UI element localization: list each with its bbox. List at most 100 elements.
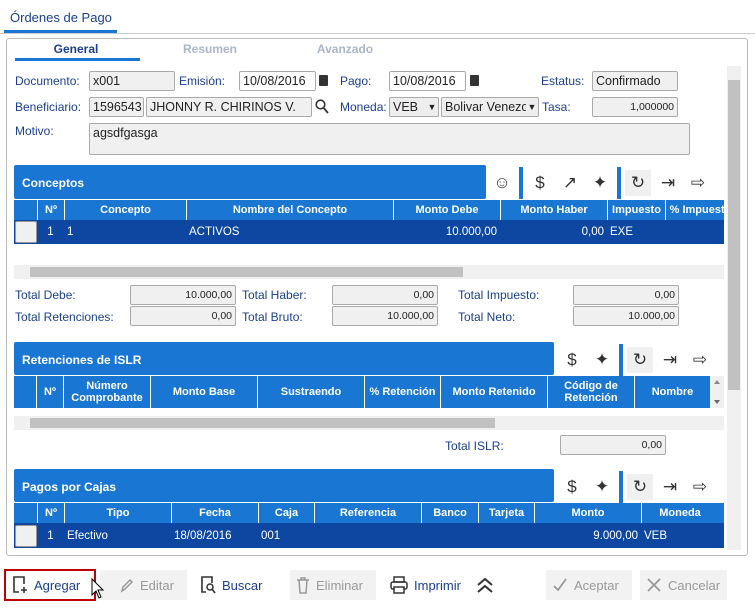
table-row[interactable]: 1 1 ACTIVOS 10.000,00 0,00 EXE [14, 220, 724, 244]
emision-field[interactable]: 10/08/2016 [239, 71, 316, 91]
pago-field[interactable]: 10/08/2016 [389, 71, 466, 91]
col-header[interactable]: Monto Base [150, 376, 257, 408]
external-link-icon[interactable]: ↗ [562, 173, 578, 192]
col-header[interactable]: Nº [37, 503, 64, 523]
eliminar-button[interactable]: Eliminar [290, 570, 376, 600]
col-header[interactable]: Tipo [64, 503, 171, 523]
col-header[interactable]: Sustraendo [257, 376, 364, 408]
tab-general[interactable]: General [53, 42, 99, 56]
puzzle-icon[interactable]: ✦ [594, 350, 610, 369]
col-header[interactable]: Caja [258, 503, 314, 523]
col-header[interactable]: Fecha [171, 503, 258, 523]
chevron-double-up-icon[interactable] [475, 576, 495, 594]
col-header[interactable]: Monto Haber [500, 200, 607, 220]
moneda-code-select[interactable]: VEB ▼ [389, 97, 439, 117]
horizontal-scrollbar[interactable] [14, 265, 724, 279]
row-checkbox[interactable] [15, 524, 37, 547]
cell: 10.000,00 [445, 226, 497, 238]
calendar-icon[interactable] [470, 75, 479, 86]
conceptos-header: Conceptos [14, 165, 486, 199]
beneficiario-label: Beneficiario: [15, 100, 82, 114]
tasa-field[interactable]: 1,000000 [592, 97, 678, 117]
search-document-icon [201, 576, 216, 594]
import-icon[interactable]: ⇥ [660, 173, 676, 192]
total-haber-label: Total Haber: [242, 288, 307, 302]
table-row[interactable]: 1 Efectivo 18/08/2016 001 9.000,00 VEB [14, 523, 724, 548]
cajas-toolbar: $ ✦ ↻ ⇥ ⇨ [559, 471, 713, 503]
total-haber-field: 0,00 [332, 285, 438, 305]
cell: 1 [47, 226, 54, 238]
total-islr-field: 0,00 [560, 435, 666, 455]
col-header[interactable]: Tarjeta [478, 503, 534, 523]
printer-icon [390, 576, 408, 594]
refresh-icon[interactable]: ↻ [627, 474, 653, 500]
editar-button[interactable]: Editar [100, 570, 187, 600]
cell: 1 [67, 226, 74, 238]
islr-toolbar: $ ✦ ↻ ⇥ ⇨ [559, 344, 713, 376]
row-checkbox[interactable] [15, 221, 37, 243]
col-header[interactable]: Nº [37, 200, 64, 220]
refresh-icon[interactable]: ↻ [627, 347, 653, 373]
beneficiario-name-field[interactable]: JHONNY R. CHIRINOS V. [146, 97, 312, 117]
col-header[interactable]: Impuesto [607, 200, 665, 220]
col-header[interactable]: Referencia [314, 503, 421, 523]
buscar-button[interactable]: Buscar [194, 570, 274, 600]
col-header[interactable]: Monto [534, 503, 641, 523]
scrollbar-thumb[interactable] [30, 267, 463, 277]
col-header[interactable]: Código de Retención [547, 376, 634, 408]
col-header[interactable]: Banco [421, 503, 478, 523]
buscar-label: Buscar [222, 577, 263, 593]
refresh-icon[interactable]: ↻ [625, 170, 651, 196]
dollar-icon[interactable]: $ [535, 173, 545, 192]
col-header[interactable]: Nombre [634, 376, 710, 408]
col-header[interactable]: Número Comprobante [63, 376, 150, 408]
export-icon[interactable]: ⇨ [692, 350, 708, 369]
aceptar-label: Aceptar [574, 577, 619, 593]
import-icon[interactable]: ⇥ [662, 477, 678, 496]
dollar-icon[interactable]: $ [567, 477, 577, 496]
col-header[interactable]: Monto Debe [393, 200, 500, 220]
aceptar-button[interactable]: Aceptar [546, 570, 632, 600]
documento-field[interactable]: x001 [89, 71, 175, 91]
add-document-icon [13, 576, 27, 593]
scrollbar-thumb[interactable] [728, 80, 740, 390]
col-header[interactable]: Nº [36, 376, 63, 408]
separator [519, 167, 523, 199]
col-header[interactable]: % Impuesto [665, 200, 724, 220]
imprimir-button[interactable]: Imprimir [384, 570, 470, 600]
import-icon[interactable]: ⇥ [662, 350, 678, 369]
total-bruto-label: Total Bruto: [242, 310, 303, 324]
cancelar-button[interactable]: Cancelar [640, 570, 727, 600]
agregar-button[interactable]: Agregar [4, 569, 96, 601]
horizontal-scrollbar[interactable] [14, 416, 724, 430]
col-header[interactable]: Moneda [641, 503, 718, 523]
col-header[interactable]: % Retención [364, 376, 440, 408]
tab-indicator [15, 58, 140, 61]
calendar-icon[interactable] [319, 75, 328, 86]
col-header[interactable]: Concepto [64, 200, 186, 220]
edit-icon [120, 578, 134, 593]
search-icon[interactable] [315, 99, 329, 114]
scrollbar-thumb[interactable] [30, 418, 495, 428]
tab-avanzado[interactable]: Avanzado [316, 42, 374, 56]
total-debe-field: 10.000,00 [130, 285, 236, 305]
islr-vertical-scrollbar[interactable] [710, 376, 724, 408]
user-icon[interactable]: ☺ [493, 173, 511, 192]
puzzle-icon[interactable]: ✦ [592, 173, 608, 192]
puzzle-icon[interactable]: ✦ [594, 477, 610, 496]
cell: 001 [261, 529, 281, 542]
agregar-label: Agregar [34, 577, 81, 593]
window-title-tab[interactable]: Órdenes de Pago [10, 10, 112, 25]
total-neto-field: 10.000,00 [573, 306, 679, 326]
col-header[interactable]: Nombre del Concepto [186, 200, 393, 220]
col-header[interactable]: Monto Retenido [440, 376, 547, 408]
cursor-icon [91, 578, 105, 599]
motivo-textarea[interactable]: agsdfgasga [89, 123, 690, 155]
dollar-icon[interactable]: $ [567, 350, 577, 369]
tab-resumen[interactable]: Resumen [182, 42, 238, 56]
moneda-name-select[interactable]: Bolivar Venezolano▼ [441, 97, 539, 117]
export-icon[interactable]: ⇨ [690, 173, 706, 192]
beneficiario-code-field[interactable]: 1596543 [89, 97, 144, 117]
dropdown-arrow-icon: ▼ [527, 102, 537, 112]
export-icon[interactable]: ⇨ [692, 477, 708, 496]
